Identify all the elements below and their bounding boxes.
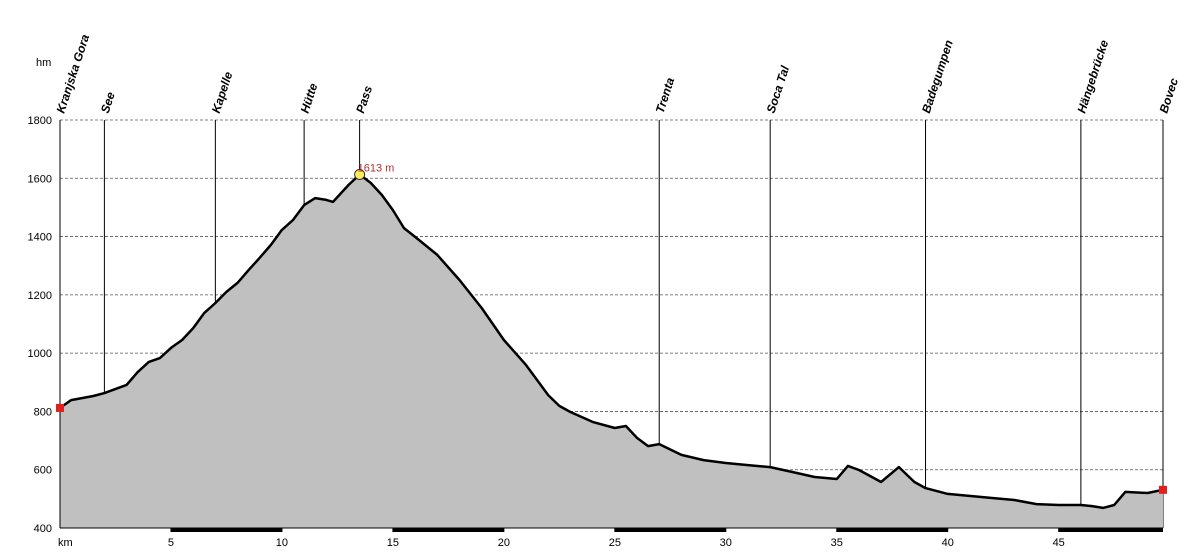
y-tick-label: 400 [34, 523, 52, 535]
y-tick-label: 1800 [28, 115, 52, 127]
scale-band [836, 528, 948, 532]
y-tick-label: 1400 [28, 232, 52, 244]
scale-band [170, 528, 282, 532]
waypoint-label: Kapelle [209, 70, 236, 115]
y-axis-label: hm [36, 57, 51, 69]
waypoint-label: Soca Tal [764, 63, 793, 114]
elevation-line [59, 173, 1164, 510]
waypoint-label: Hängebrücke [1074, 38, 1111, 115]
x-tick-label: 40 [942, 537, 954, 549]
x-tick-label: 25 [609, 537, 621, 549]
waypoint-label: See [98, 90, 118, 115]
waypoint-label: Trenta [653, 76, 678, 115]
waypoint-label: Badegumpen [919, 38, 956, 115]
waypoint-label: Hütte [298, 81, 321, 115]
waypoint-label: Kranjska Gora [54, 32, 93, 115]
y-tick-label: 600 [34, 465, 52, 477]
start-marker [56, 403, 64, 412]
waypoint-label: Pass [353, 84, 375, 115]
x-tick-label: 20 [498, 537, 510, 549]
peak-marker [354, 168, 366, 180]
x-tick-label: 5 [168, 537, 174, 549]
x-axis-label: km [58, 537, 73, 549]
peak-annotation: 1613 m [358, 162, 395, 174]
y-tick-label: 1200 [28, 290, 52, 302]
x-tick-label: 35 [831, 537, 843, 549]
y-tick-label: 1600 [28, 173, 52, 185]
elevation-area [60, 174, 1163, 528]
x-tick-label: 45 [1053, 537, 1065, 549]
x-tick-label: 30 [720, 537, 732, 549]
scale-band [614, 528, 726, 532]
waypoint-label: Bovec [1157, 76, 1182, 115]
scale-band [1058, 528, 1163, 532]
y-tick-label: 800 [34, 406, 52, 418]
x-tick-label: 15 [387, 537, 399, 549]
scale-band [392, 528, 504, 532]
y-tick-label: 1000 [28, 348, 52, 360]
end-marker [1159, 485, 1167, 494]
x-tick-label: 10 [276, 537, 288, 549]
